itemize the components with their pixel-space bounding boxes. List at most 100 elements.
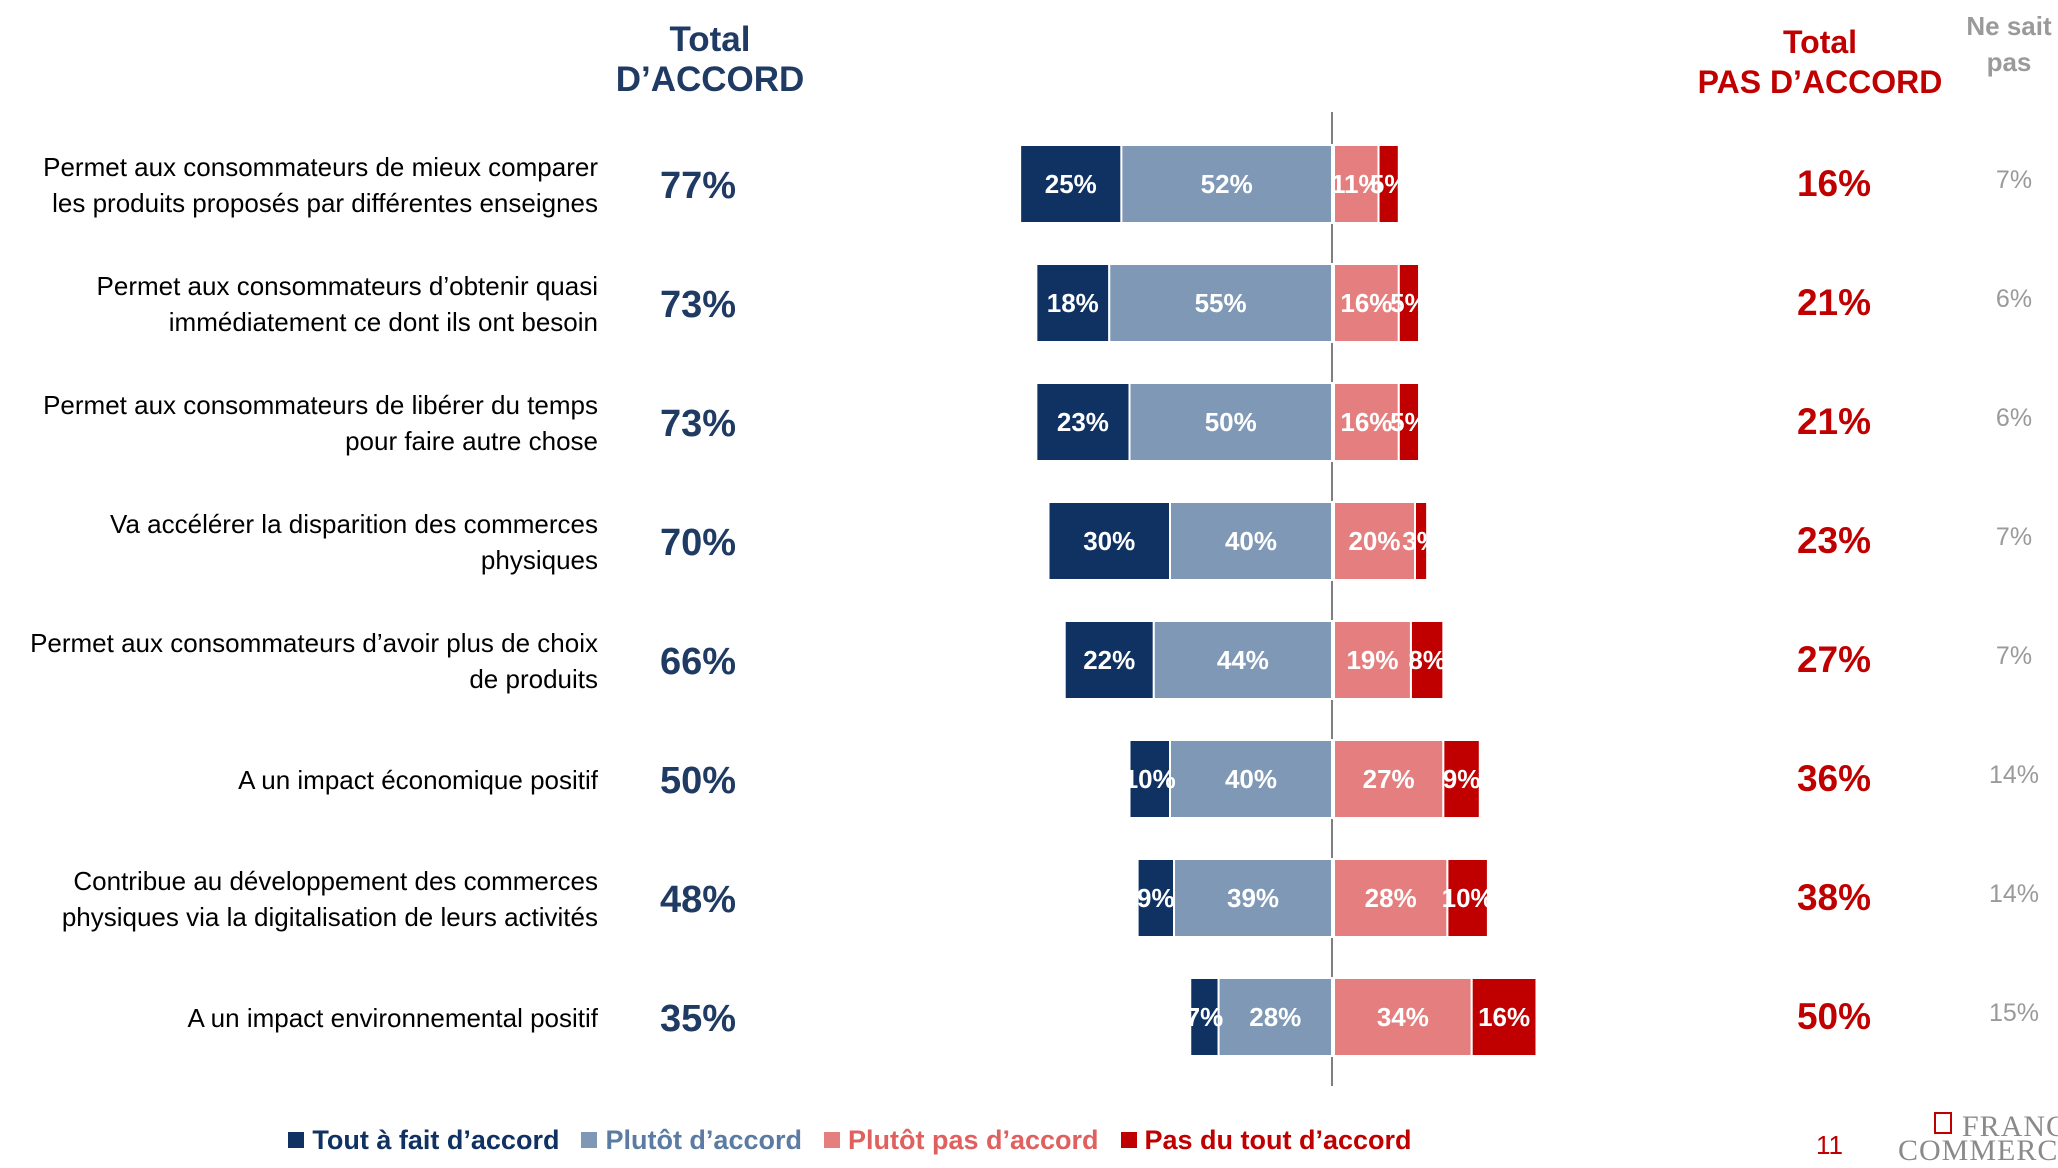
- logo-text-line1: FRANCE: [1962, 1110, 2058, 1143]
- data-label: 16%: [1478, 1002, 1530, 1032]
- legend-swatch: [581, 1132, 598, 1148]
- bar-pas-du-tout-daccord: [1442, 739, 1481, 819]
- data-label: 9%: [1443, 764, 1481, 794]
- page-number: 11: [1816, 1130, 1843, 1160]
- total-agree-value: 70%: [660, 522, 736, 564]
- total-disagree-value: 16%: [1797, 163, 1871, 204]
- category-label: Permet aux consommateurs de libérer du t…: [43, 390, 598, 420]
- bar-plutot-daccord: [1217, 977, 1333, 1057]
- legend-item: Tout à fait d’accord: [288, 1125, 559, 1156]
- ne-sait-pas-value: 6%: [1996, 404, 2032, 432]
- total-disagree-header-line2: PAS D’ACCORD: [1697, 64, 1943, 100]
- category-label: de produits: [469, 664, 598, 694]
- bar-pas-du-tout-daccord: [1446, 858, 1489, 938]
- bar-plutot-daccord: [1173, 858, 1334, 938]
- legend-label: Plutôt d’accord: [605, 1124, 802, 1155]
- total-agree-value: 73%: [660, 284, 736, 326]
- ne-sait-pas-value: 7%: [1996, 166, 2032, 194]
- bar-plutot-daccord: [1169, 739, 1333, 819]
- bar-pas-du-tout-daccord: [1470, 977, 1538, 1057]
- data-label: 7%: [1186, 1002, 1224, 1032]
- data-label: 19%: [1346, 645, 1398, 675]
- total-disagree-value: 21%: [1797, 401, 1871, 442]
- bar-plutot-pas-daccord: [1333, 858, 1449, 938]
- total-disagree-header: Total PAS D’ACCORD: [1680, 22, 1960, 102]
- bar-plutot-pas-daccord: [1333, 144, 1380, 224]
- ne-sait-pas-value: 6%: [1996, 285, 2032, 313]
- data-label: 9%: [1137, 883, 1175, 913]
- ne-sait-pas-value: 14%: [1989, 761, 2039, 789]
- shopping-bag-icon: [1934, 1112, 1952, 1134]
- legend-label: Tout à fait d’accord: [312, 1124, 560, 1155]
- legend-swatch: [823, 1132, 840, 1148]
- total-agree-value: 73%: [660, 403, 736, 445]
- total-agree-header: Total D’ACCORD: [580, 20, 840, 100]
- total-agree-header-line1: Total: [669, 20, 751, 59]
- bar-tout-a-fait-daccord: [1035, 263, 1111, 343]
- ne-sait-pas-value: 14%: [1989, 880, 2039, 908]
- bar-pas-du-tout-daccord: [1409, 620, 1445, 700]
- bar-tout-a-fait-daccord: [1047, 501, 1171, 581]
- category-label: physiques: [481, 545, 598, 575]
- data-label: 18%: [1047, 288, 1099, 318]
- data-label: 40%: [1225, 764, 1277, 794]
- bar-plutot-daccord: [1120, 144, 1334, 224]
- bar-plutot-pas-daccord: [1333, 739, 1445, 819]
- data-label: 55%: [1195, 288, 1247, 318]
- data-label: 3%: [1402, 526, 1440, 556]
- total-disagree-value: 21%: [1797, 282, 1871, 323]
- data-label: 25%: [1045, 169, 1097, 199]
- category-label: Permet aux consommateurs d’obtenir quasi: [97, 271, 598, 301]
- data-label: 39%: [1227, 883, 1279, 913]
- data-label: 5%: [1370, 169, 1408, 199]
- total-agree-value: 66%: [660, 641, 736, 683]
- data-label: 10%: [1442, 883, 1494, 913]
- category-label: physiques via la digitalisation de leurs…: [62, 902, 598, 932]
- data-label: 8%: [1408, 645, 1446, 675]
- data-label: 23%: [1057, 407, 1109, 437]
- legend-label: Pas du tout d’accord: [1144, 1124, 1412, 1155]
- legend-item: Pas du tout d’accord: [1120, 1124, 1412, 1156]
- bar-plutot-pas-daccord: [1333, 501, 1416, 581]
- data-label: 16%: [1340, 407, 1392, 437]
- total-disagree-value: 23%: [1797, 520, 1871, 561]
- ne-sait-pas-header: Ne sait pas: [1960, 8, 2058, 80]
- data-label: 10%: [1124, 764, 1176, 794]
- legend-label: Plutôt pas d’accord: [847, 1124, 1099, 1155]
- category-label: Contribue au développement des commerces: [73, 866, 598, 896]
- data-label: 30%: [1083, 526, 1135, 556]
- total-disagree-value: 36%: [1797, 758, 1871, 799]
- data-label: 5%: [1390, 407, 1428, 437]
- category-label: A un impact environnemental positif: [188, 1003, 599, 1033]
- bar-tout-a-fait-daccord: [1063, 620, 1155, 700]
- bar-pas-du-tout-daccord: [1377, 144, 1400, 224]
- chart-legend: Tout à fait d’accord Plutôt d’accord Plutô…: [0, 1124, 1700, 1156]
- bar-pas-du-tout-daccord: [1397, 382, 1421, 462]
- category-label: les produits proposés par différentes en…: [52, 188, 598, 218]
- legend-item: Plutôt pas d’accord: [823, 1124, 1099, 1156]
- bar-plutot-daccord: [1169, 501, 1333, 581]
- legend-item: Plutôt d’accord: [581, 1125, 802, 1156]
- diverging-bar-chart: Permet aux consommateurs de mieux compar…: [30, 112, 2039, 1086]
- ne-sait-pas-header-line2: pas: [1986, 47, 2032, 77]
- data-label: 28%: [1365, 883, 1417, 913]
- bar-plutot-pas-daccord: [1333, 977, 1473, 1057]
- total-disagree-value: 50%: [1797, 996, 1871, 1037]
- category-label: pour faire autre chose: [345, 426, 598, 456]
- category-label: Permet aux consommateurs de mieux compar…: [43, 152, 598, 182]
- total-disagree-header-line1: Total: [1782, 24, 1858, 60]
- data-label: 44%: [1217, 645, 1269, 675]
- total-agree-value: 50%: [660, 760, 736, 802]
- bar-tout-a-fait-daccord: [1019, 144, 1123, 224]
- total-agree-value: 77%: [660, 165, 736, 207]
- data-label: 50%: [1205, 407, 1257, 437]
- data-label: 52%: [1201, 169, 1253, 199]
- bar-pas-du-tout-daccord: [1397, 263, 1421, 343]
- bar-tout-a-fait-daccord: [1189, 977, 1220, 1057]
- logo-text-line2: COMMERCE: [1898, 1134, 2058, 1167]
- data-label: 27%: [1363, 764, 1415, 794]
- ne-sait-pas-header-line1: Ne sait: [1966, 11, 2052, 41]
- data-label: 5%: [1390, 288, 1428, 318]
- data-label: 22%: [1083, 645, 1135, 675]
- total-agree-value: 35%: [660, 998, 736, 1040]
